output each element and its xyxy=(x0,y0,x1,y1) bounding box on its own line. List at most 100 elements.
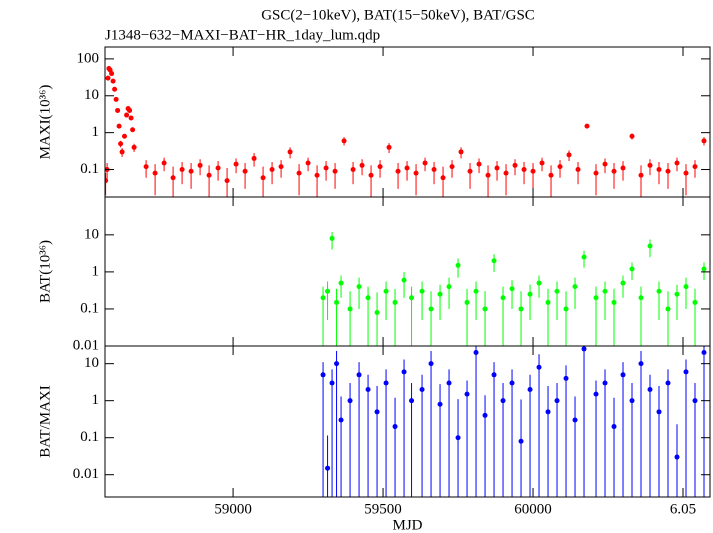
data-point xyxy=(545,299,551,305)
data-point xyxy=(446,284,452,290)
data-point xyxy=(341,138,347,144)
data-point xyxy=(332,168,338,174)
data-point xyxy=(413,170,419,176)
data-point xyxy=(242,168,248,174)
data-point xyxy=(329,380,335,386)
data-point xyxy=(296,170,302,176)
data-point xyxy=(674,160,680,166)
y-axis-label: MAXI(10³⁶) xyxy=(37,85,53,160)
y-tick-label: 10 xyxy=(84,226,99,242)
y-axis-label: BAT(10³⁶) xyxy=(37,240,53,303)
data-point xyxy=(701,350,707,356)
data-point xyxy=(566,152,572,158)
data-point xyxy=(638,172,644,178)
data-point xyxy=(365,387,371,393)
y-axis-label: BAT/MAXI xyxy=(37,385,53,458)
data-point xyxy=(473,350,479,356)
data-point xyxy=(518,306,524,312)
data-point xyxy=(500,398,506,404)
data-point xyxy=(557,164,563,170)
data-point xyxy=(386,144,392,150)
data-point xyxy=(647,387,653,393)
data-point xyxy=(467,168,473,174)
data-point xyxy=(446,380,452,386)
data-point xyxy=(536,364,542,370)
data-point xyxy=(338,417,344,423)
data-point xyxy=(536,280,542,286)
data-point xyxy=(674,291,680,297)
data-point xyxy=(611,299,617,305)
data-point xyxy=(494,165,500,171)
data-point xyxy=(143,164,149,170)
data-point xyxy=(305,160,311,166)
data-point xyxy=(404,165,410,171)
data-point xyxy=(224,178,230,184)
data-point xyxy=(548,172,554,178)
data-point xyxy=(121,133,127,139)
data-point xyxy=(118,141,124,147)
data-point xyxy=(338,280,344,286)
data-point xyxy=(325,288,331,294)
data-point xyxy=(124,112,130,118)
data-point xyxy=(575,167,581,173)
data-point xyxy=(464,391,470,397)
data-layer xyxy=(320,346,707,497)
data-point xyxy=(431,167,437,173)
data-point xyxy=(128,115,134,121)
data-point xyxy=(539,160,545,166)
data-point xyxy=(320,295,326,301)
data-point xyxy=(647,162,653,168)
data-point xyxy=(629,266,635,272)
data-point xyxy=(395,168,401,174)
data-point xyxy=(521,167,527,173)
data-point xyxy=(602,161,608,167)
y-tick-label: 0.01 xyxy=(73,466,99,482)
data-point xyxy=(251,155,257,161)
data-point xyxy=(584,123,590,129)
data-point xyxy=(593,170,599,176)
data-point xyxy=(629,133,635,139)
y-tick-label: 1 xyxy=(92,124,100,140)
data-point xyxy=(512,162,518,168)
data-point xyxy=(334,361,340,367)
data-point xyxy=(500,295,506,301)
x-axis-label: MJD xyxy=(392,517,422,533)
data-point xyxy=(437,291,443,297)
data-point xyxy=(563,375,569,381)
y-tick-label: 0.01 xyxy=(73,337,99,353)
data-point xyxy=(518,438,524,444)
data-point xyxy=(656,409,662,415)
data-point xyxy=(602,288,608,294)
data-point xyxy=(359,162,365,168)
data-point xyxy=(593,295,599,301)
data-point xyxy=(611,424,617,430)
data-point xyxy=(401,277,407,283)
data-point xyxy=(287,149,293,155)
data-point xyxy=(581,254,587,260)
data-point xyxy=(392,424,398,430)
data-point xyxy=(260,175,266,181)
data-point xyxy=(356,372,362,378)
x-tick-label: 6.05 xyxy=(670,501,696,517)
data-point xyxy=(197,162,203,168)
data-point xyxy=(170,175,176,181)
data-point xyxy=(527,387,533,393)
data-point xyxy=(572,284,578,290)
y-tick-label: 0.1 xyxy=(80,161,99,177)
data-point xyxy=(563,306,569,312)
data-point xyxy=(509,286,515,292)
data-point xyxy=(152,170,158,176)
data-point xyxy=(419,387,425,393)
data-point xyxy=(365,295,371,301)
data-point xyxy=(109,71,115,77)
data-point xyxy=(683,284,689,290)
data-point xyxy=(638,295,644,301)
y-tick-label: 1 xyxy=(92,392,100,408)
y-tick-label: 10 xyxy=(84,355,99,371)
data-point xyxy=(593,391,599,397)
data-layer xyxy=(105,65,707,197)
data-point xyxy=(692,299,698,305)
data-point xyxy=(374,310,380,316)
data-point xyxy=(325,465,331,471)
